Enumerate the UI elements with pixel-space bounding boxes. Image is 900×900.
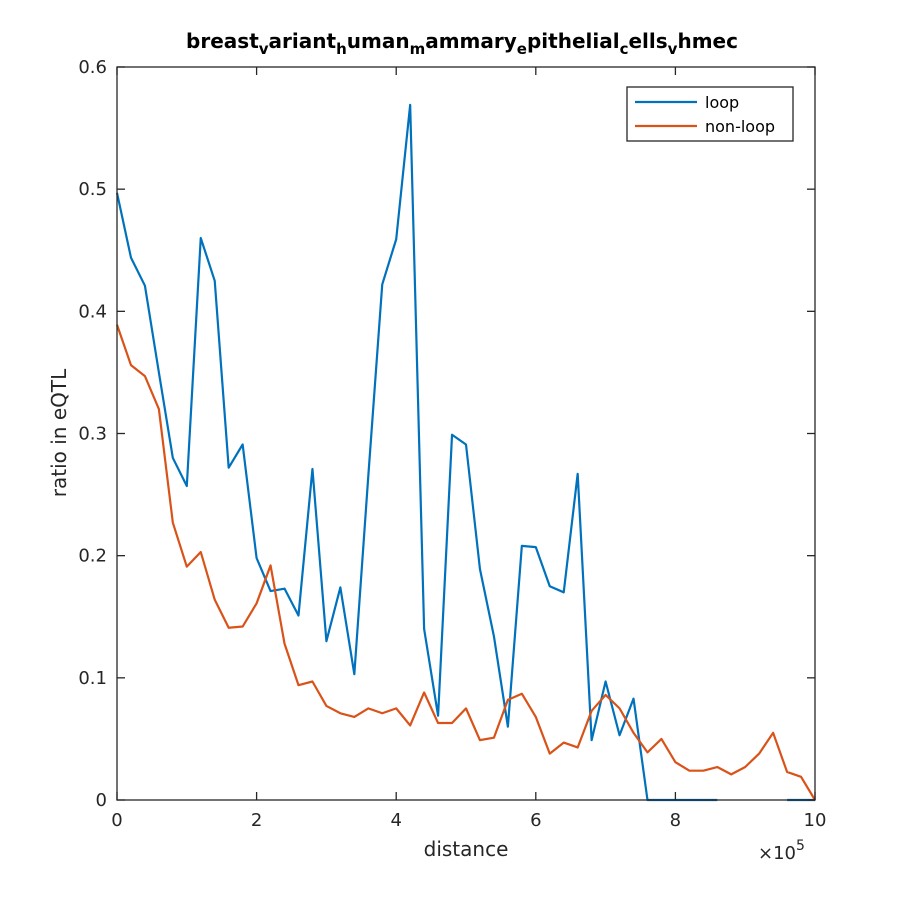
title-segment: ammary bbox=[425, 29, 517, 53]
legend-box bbox=[626, 86, 794, 142]
axes-layer: 0 2 4 6 8 10 0 0.1 0.2 0.3 0.4 0.5 0.6 bbox=[78, 57, 826, 831]
title-subscript: e bbox=[517, 40, 527, 58]
x-tick-label: 8 bbox=[670, 810, 681, 831]
title-segment: hmec bbox=[677, 29, 738, 53]
y-tick-label: 0.4 bbox=[78, 301, 107, 322]
series-line-non-loop bbox=[115, 324, 816, 801]
legend-label-loop: loop bbox=[705, 93, 739, 112]
y-tick-label: 0.2 bbox=[78, 546, 107, 567]
title-segment: ariant bbox=[269, 29, 337, 53]
title-segment: pithelial bbox=[527, 29, 620, 53]
y-tick-label: 0.6 bbox=[78, 57, 107, 78]
title-segment: ells bbox=[628, 29, 667, 53]
x-exponent-power: 5 bbox=[796, 838, 805, 854]
x-axis-exponent: ×105 bbox=[758, 838, 805, 864]
title-subscript: v bbox=[668, 40, 678, 58]
title-subscript: h bbox=[336, 40, 347, 58]
plot-area bbox=[117, 67, 815, 800]
x-tick-label: 0 bbox=[111, 810, 122, 831]
y-tick-label: 0.3 bbox=[78, 424, 107, 445]
y-tick-label: 0.5 bbox=[78, 179, 107, 200]
legend-label-non-loop: non-loop bbox=[705, 117, 775, 136]
chart-title: breastvarianthumanmammaryepithelialcells… bbox=[186, 29, 738, 58]
title-subscript: c bbox=[620, 40, 629, 58]
x-tick-label: 2 bbox=[251, 810, 262, 831]
y-axis-label: ratio in eQTL bbox=[47, 368, 71, 497]
y-tick-label: 0 bbox=[96, 790, 107, 811]
x-tick-label: 6 bbox=[530, 810, 541, 831]
y-tick-label: 0.1 bbox=[78, 668, 107, 689]
x-exponent-base: ×10 bbox=[758, 843, 796, 864]
legend: loop non-loop bbox=[626, 86, 794, 142]
x-tick-label: 10 bbox=[804, 810, 827, 831]
x-axis-label: distance bbox=[424, 837, 509, 861]
title-segment: uman bbox=[347, 29, 410, 53]
title-subscript: v bbox=[259, 40, 269, 58]
title-segment: breast bbox=[186, 29, 259, 53]
x-tick-label: 4 bbox=[390, 810, 401, 831]
title-subscript: m bbox=[410, 40, 426, 58]
